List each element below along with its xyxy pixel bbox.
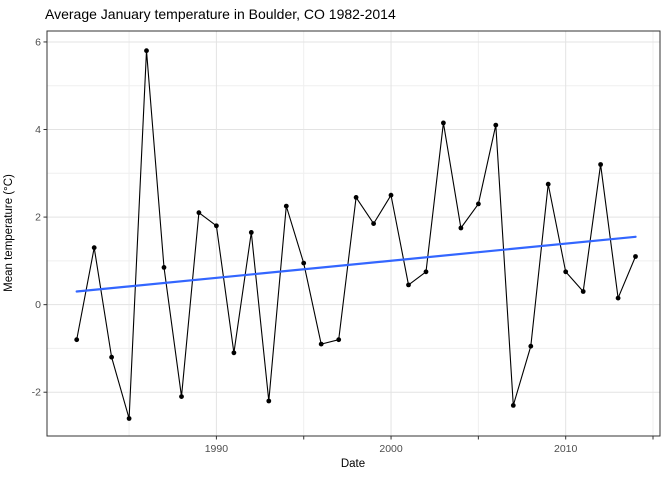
y-axis-title: Mean temperature (°C) [3, 174, 15, 292]
data-point [458, 225, 464, 231]
panel-border [46, 30, 661, 437]
data-point [493, 122, 499, 128]
data-point [406, 282, 411, 288]
data-point [336, 337, 342, 343]
y-tick-label: 2 [35, 212, 41, 224]
data-point [109, 354, 114, 360]
panel-background [47, 31, 660, 436]
data-point [476, 201, 481, 207]
data-point [214, 223, 219, 229]
data-point [510, 403, 516, 408]
x-tick-label: 2000 [379, 443, 403, 455]
data-point [633, 254, 638, 259]
data-point [74, 337, 80, 343]
x-tick-label: 1990 [205, 443, 229, 455]
data-point [580, 289, 586, 294]
data-point [126, 416, 132, 421]
trend-line [75, 235, 637, 293]
x-axis-title: Date [341, 458, 365, 470]
data-point [423, 269, 429, 275]
data-point [231, 350, 237, 356]
data-point [144, 48, 149, 54]
data-point [196, 210, 202, 216]
data-point [528, 343, 534, 349]
data-point [91, 245, 97, 251]
data-point [598, 162, 603, 167]
chart-title: Average January temperature in Boulder, … [45, 6, 396, 22]
y-tick-label: -2 [32, 387, 41, 399]
data-point [161, 265, 167, 270]
data-point [615, 295, 621, 301]
data-point [248, 230, 254, 235]
data-point [545, 181, 551, 187]
y-tick-label: 4 [35, 124, 41, 136]
data-point [388, 192, 394, 198]
plot-area: 1990 2000 2010 -2 0 2 4 6 [32, 30, 661, 455]
data-point [353, 195, 359, 200]
x-tick-label: 2010 [554, 443, 578, 455]
y-tick-label: 0 [35, 299, 41, 311]
data-point [266, 398, 272, 404]
data-point [179, 394, 184, 399]
data-point [563, 269, 569, 275]
data-point [441, 120, 446, 126]
data-point [371, 221, 376, 227]
data-point [283, 203, 289, 209]
data-point [301, 260, 307, 266]
y-tick-label: 6 [35, 36, 41, 48]
data-point [318, 341, 324, 347]
